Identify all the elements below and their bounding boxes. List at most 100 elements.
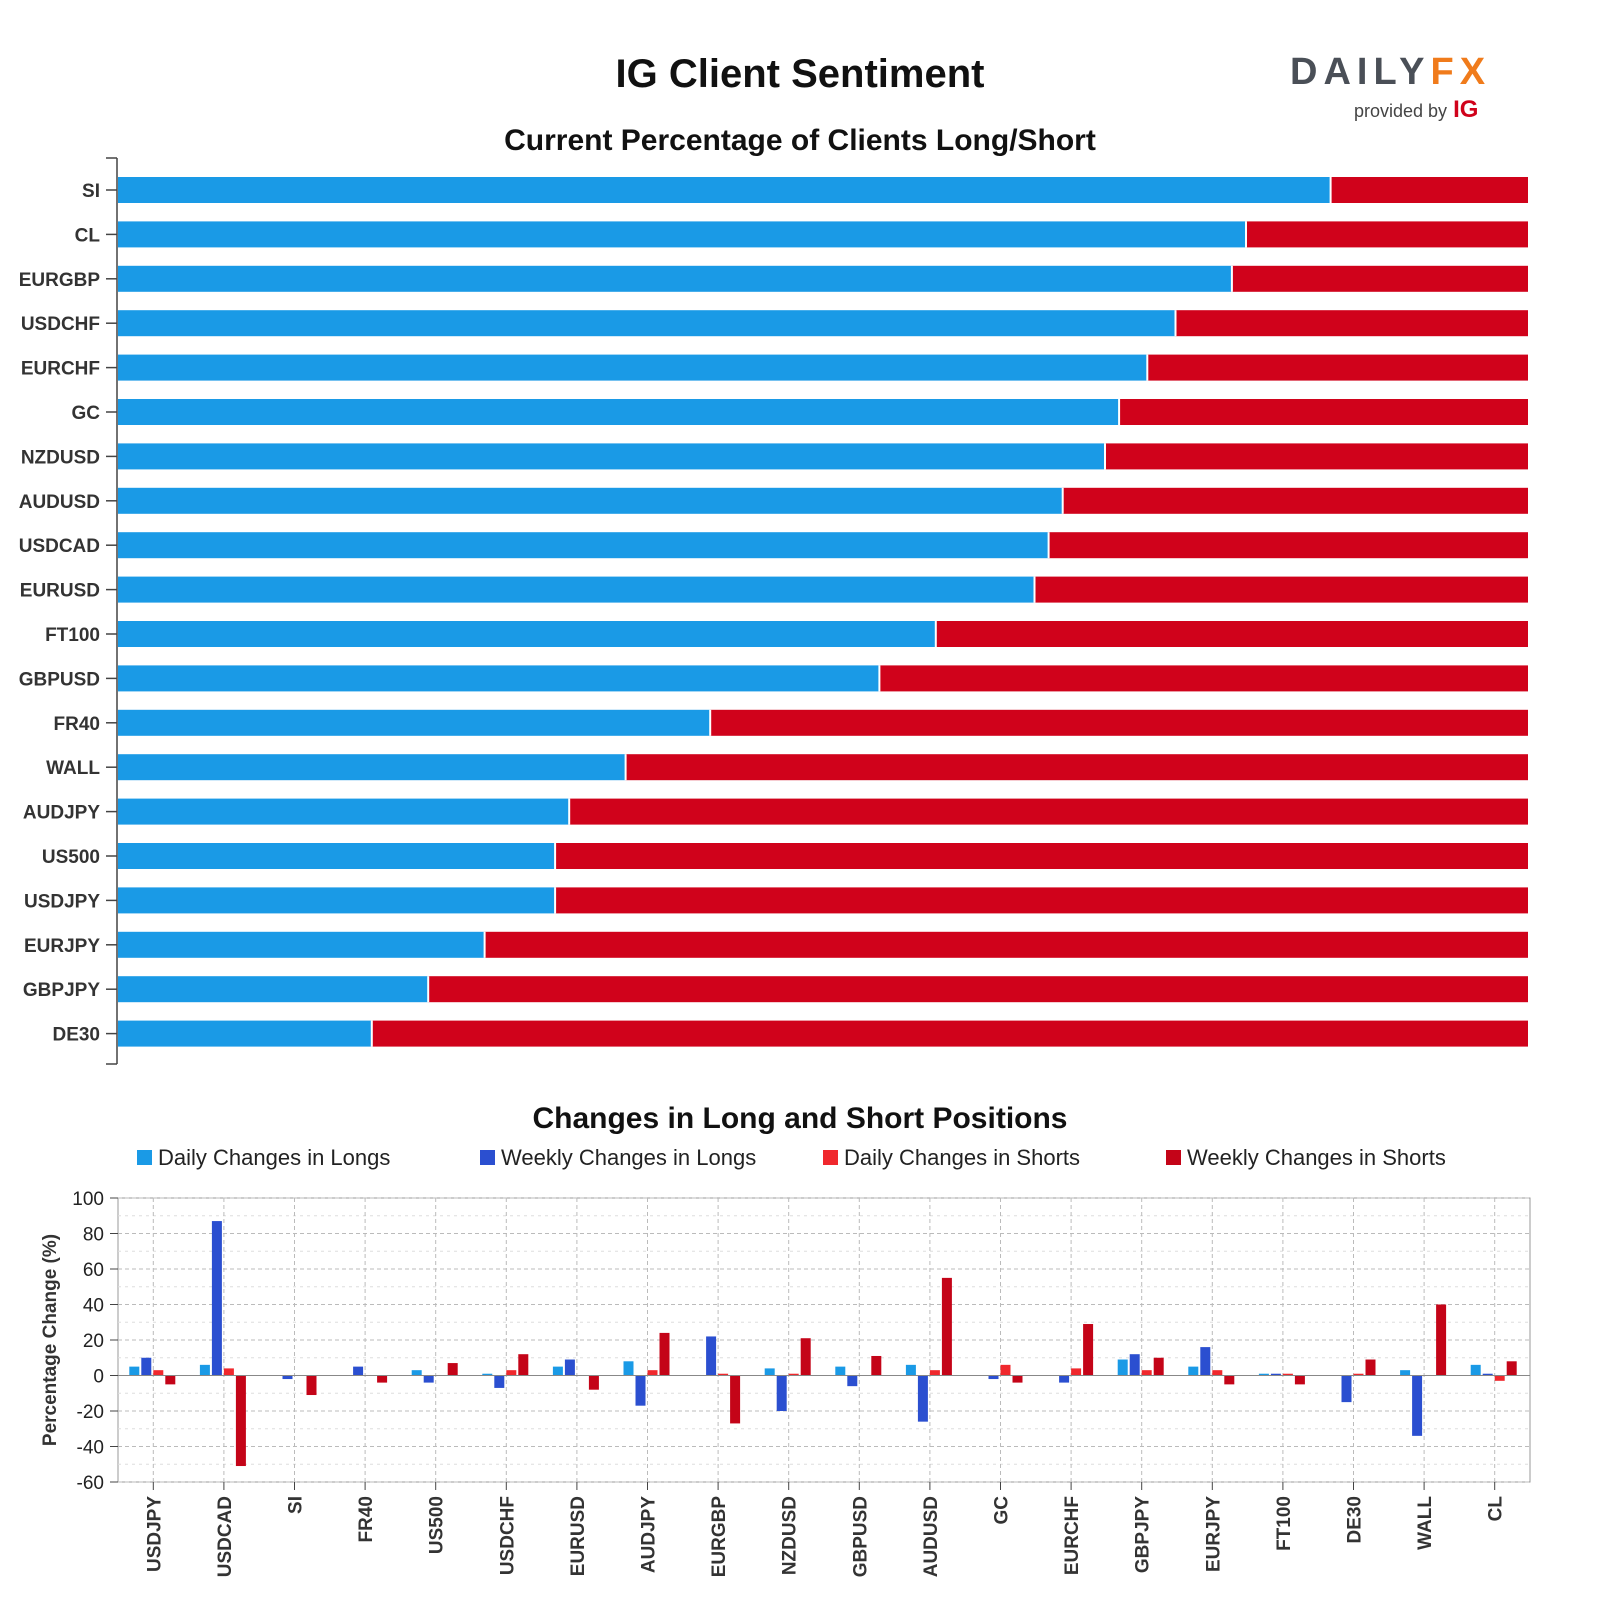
change-bar-ft100-0 [1258,1373,1269,1376]
change-bar-eurjpy-3 [1224,1375,1235,1385]
category-label-usdchf: USDCHF [21,314,100,335]
category-label-eurchf: EURCHF [21,359,100,380]
category-label-usdcad: USDCAD [19,536,100,557]
category-label-gbpjpy: GBPJPY [23,980,100,1001]
change-bar-fr40-1 [353,1366,364,1376]
long-bar-ft100 [118,621,936,647]
long-bar-usdchf [118,310,1176,337]
change-bar-de30-3 [1365,1359,1376,1376]
change-bar-usdchf-0 [482,1373,493,1376]
x-tick-label-nzdusd: NZDUSD [780,1496,801,1575]
short-bar-eurgbp [1231,265,1528,292]
long-bar-si [118,177,1331,203]
short-bar-usdchf [1175,310,1528,337]
change-bar-eurgbp-1 [706,1336,717,1376]
change-bar-audusd-1 [917,1375,928,1422]
change-bar-us500-0 [411,1370,422,1376]
legend-swatch [480,1149,495,1165]
change-bar-audusd-0 [905,1364,916,1376]
x-tick-label-audjpy: AUDJPY [639,1496,660,1573]
long-bar-us500 [118,843,556,869]
change-bar-de30-2 [1353,1373,1364,1376]
category-label-gc: GC [72,403,101,424]
x-tick-label-audusd: AUDUSD [921,1496,942,1577]
category-label-gbpusd: GBPUSD [19,669,100,690]
change-bar-cl-1 [1482,1373,1493,1376]
y-tick-label: 100 [72,1189,104,1210]
category-label-eurusd: EURUSD [20,581,100,602]
change-bar-eurchf-3 [1083,1324,1094,1376]
change-bar-fr40-3 [377,1375,388,1383]
x-tick-label-eurgbp: EURGBP [709,1496,730,1578]
short-bar-fr40 [710,709,1528,736]
change-bar-wall-1 [1412,1375,1423,1436]
change-bar-gbpusd-1 [847,1375,858,1387]
long-bar-eurusd [118,576,1035,603]
y-axis-label: Percentage Change (%) [40,1234,61,1446]
x-tick-label-us500: US500 [427,1496,448,1554]
legend-label: Daily Changes in Shorts [844,1145,1081,1170]
long-bar-usdjpy [118,887,556,914]
long-bar-de30 [118,1020,372,1047]
change-bar-nzdusd-0 [764,1368,775,1376]
change-bar-eurusd-3 [588,1375,599,1390]
y-tick-label: -40 [77,1438,104,1459]
change-bar-audusd-3 [941,1277,952,1376]
short-bar-cl [1246,221,1528,248]
long-bar-usdcad [118,532,1049,559]
x-tick-label-fr40: FR40 [356,1496,377,1542]
change-bar-us500-3 [447,1363,458,1376]
change-bar-eurgbp-2 [718,1373,729,1376]
x-tick-label-gbpusd: GBPUSD [850,1496,871,1577]
short-bar-wall [625,754,1528,781]
change-bar-audjpy-3 [659,1332,670,1376]
change-bar-wall-3 [1436,1304,1447,1376]
change-bar-usdchf-2 [506,1370,517,1376]
change-bar-usdjpy-3 [165,1375,176,1385]
changes-chart-title: Changes in Long and Short Positions [532,1102,1068,1135]
legend-item-3: Weekly Changes in Shorts [1166,1145,1446,1171]
change-bar-de30-1 [1341,1375,1352,1403]
x-tick-label-eurjpy: EURJPY [1203,1496,1224,1572]
long-bar-nzdusd [118,443,1105,470]
change-bar-us500-1 [423,1375,434,1383]
short-bar-eurchf [1147,354,1528,381]
change-bar-usdjpy-0 [129,1366,140,1376]
x-tick-label-eurusd: EURUSD [568,1496,589,1576]
change-bar-gbpjpy-0 [1117,1359,1128,1376]
change-bar-audjpy-0 [623,1361,634,1376]
change-bar-gbpjpy-2 [1141,1370,1152,1376]
change-bar-gc-3 [1012,1375,1023,1383]
change-bar-audjpy-1 [635,1375,646,1406]
change-bar-ft100-3 [1294,1375,1305,1385]
legend-item-0: Daily Changes in Longs [137,1145,390,1171]
long-bar-eurchf [118,354,1148,381]
short-bar-gbpusd [879,665,1528,692]
dailyfx-logo: DAILYFX provided by IG [1290,52,1506,123]
long-bar-audjpy [118,798,570,825]
change-bar-gbpusd-3 [871,1355,882,1376]
category-label-usdjpy: USDJPY [24,891,100,912]
change-bar-gc-1 [988,1375,999,1380]
category-label-eurgbp: EURGBP [19,270,101,291]
change-bar-eurjpy-0 [1188,1366,1199,1376]
change-bar-eurusd-0 [552,1366,563,1376]
changes-legend: Daily Changes in Longs Weekly Changes in … [0,1145,1600,1175]
short-bar-audjpy [569,798,1528,825]
long-bar-audusd [118,487,1063,514]
short-bar-audusd [1062,487,1528,514]
legend-item-1: Weekly Changes in Longs [480,1145,756,1171]
logo-provided-by: provided by IG [1354,96,1479,123]
x-tick-label-cl: CL [1486,1496,1507,1522]
short-bar-eurjpy [484,931,1529,958]
legend-label: Weekly Changes in Longs [501,1145,757,1170]
long-bar-wall [118,754,626,781]
change-bar-usdchf-1 [494,1375,505,1388]
change-bar-gbpjpy-1 [1129,1354,1140,1376]
y-tick-label: 20 [83,1331,104,1352]
long-bar-eurjpy [118,931,485,958]
legend-label: Weekly Changes in Shorts [1187,1145,1446,1170]
change-bar-ft100-1 [1270,1373,1281,1376]
change-bar-si-1 [282,1375,293,1380]
